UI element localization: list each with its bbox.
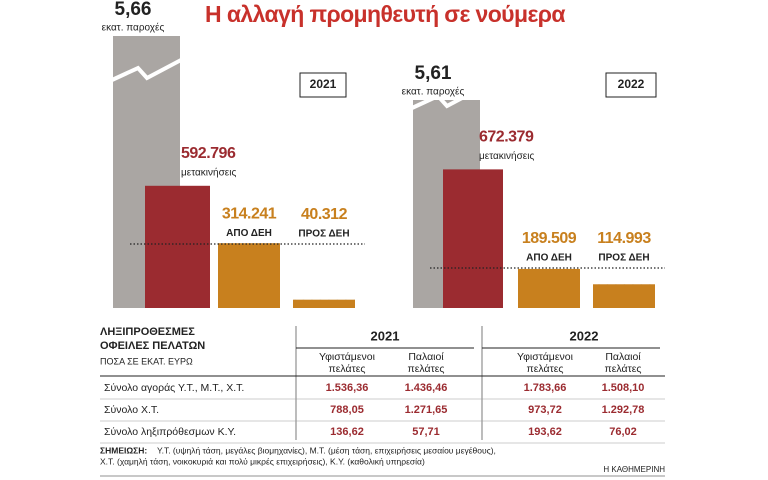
column-header: πελάτες <box>605 363 642 375</box>
cell-value: 1.508,10 <box>602 382 645 394</box>
axis-break <box>411 86 482 110</box>
cell-value: 1.783,66 <box>524 382 567 394</box>
column-header: Υφιστάμενοι <box>517 351 574 363</box>
note-line: Υ.Τ. (υψηλή τάση, μεγάλες βιομηχανίες), … <box>157 445 496 455</box>
value-label: 114.993 <box>597 230 651 247</box>
bar <box>293 299 355 308</box>
cell-value: 57,71 <box>412 426 440 438</box>
value-label: 189.509 <box>522 230 577 247</box>
category-label: μετακινήσεις <box>479 150 534 162</box>
column-header: πελάτες <box>408 363 445 375</box>
cell-value: 1.536,36 <box>326 382 369 394</box>
value-label: 5,61 <box>415 63 452 84</box>
axis-break <box>111 58 182 82</box>
bar <box>218 243 280 308</box>
year-box <box>605 72 657 98</box>
column-header: Παλαιοί <box>408 351 444 363</box>
cell-value: 1.271,65 <box>405 404 448 416</box>
column-header: πελάτες <box>527 363 564 375</box>
category-label: μετακινήσεις <box>181 166 236 178</box>
source: Η ΚΑΘΗΜΕΡΙΝΗ <box>603 465 665 474</box>
row-label: Σύνολο ληξιπρόθεσμων Κ.Υ. <box>104 426 236 438</box>
cell-value: 788,05 <box>330 404 364 416</box>
year-label: 2021 <box>310 77 337 91</box>
cell-value: 76,02 <box>609 426 637 438</box>
category-label: ΠΡΟΣ ΔΕΗ <box>298 229 349 240</box>
note-label: ΣΗΜΕΙΩΣΗ: <box>100 445 147 455</box>
row-label: Σύνολο Χ.Τ. <box>104 404 159 416</box>
value-label: 5,66 <box>115 0 152 20</box>
bar <box>443 169 503 308</box>
cell-value: 193,62 <box>528 426 562 438</box>
title: Η αλλαγή προμηθευτή σε νούμερα <box>205 1 565 27</box>
bar <box>593 284 655 308</box>
column-header: Υφιστάμενοι <box>319 351 376 363</box>
column-header: Παλαιοί <box>605 351 641 363</box>
cell-value: 973,72 <box>528 404 562 416</box>
category-label: εκατ. παροχές <box>402 86 465 98</box>
category-label: ΑΠΟ ΔΕΗ <box>526 253 572 264</box>
bar <box>518 268 580 308</box>
row-label: Σύνολο αγοράς Υ.Τ., Μ.Τ., Χ.Τ. <box>104 382 244 394</box>
value-label: 592.796 <box>181 145 236 162</box>
cell-value: 136,62 <box>330 426 364 438</box>
table-subtitle: ΠΟΣΑ ΣΕ ΕΚΑΤ. ΕΥΡΩ <box>100 356 193 366</box>
column-header: πελάτες <box>329 363 366 375</box>
table-title: ΟΦΕΙΛΕΣ ΠΕΛΑΤΩΝ <box>100 340 205 352</box>
year-header: 2021 <box>371 328 400 343</box>
table-title: ΛΗΞΙΠΡΟΘΕΣΜΕΣ <box>100 326 195 338</box>
category-label: εκατ. παροχές <box>102 22 165 34</box>
note-line: Χ.Τ. (χαμηλή τάση, νοικοκυριά και πολύ μ… <box>100 456 425 466</box>
cell-value: 1.292,78 <box>602 404 645 416</box>
category-label: ΠΡΟΣ ΔΕΗ <box>598 253 649 264</box>
year-box <box>299 72 347 98</box>
year-label: 2022 <box>618 77 645 91</box>
value-label: 672.379 <box>479 129 534 146</box>
cell-value: 1.436,46 <box>405 382 448 394</box>
year-header: 2022 <box>570 328 599 343</box>
category-label: ΑΠΟ ΔΕΗ <box>226 228 272 239</box>
value-label: 314.241 <box>222 205 277 222</box>
bar <box>145 185 210 308</box>
value-label: 40.312 <box>301 206 348 223</box>
